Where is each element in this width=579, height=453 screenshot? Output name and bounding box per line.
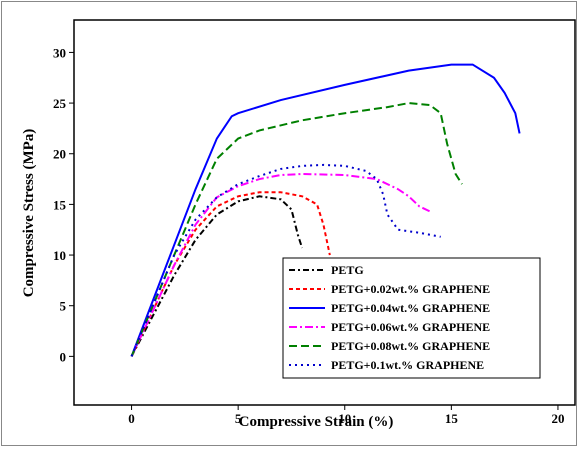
x-tick-label: 20	[551, 411, 564, 426]
y-axis-label: Compressive Stress (MPa)	[21, 129, 37, 298]
y-tick-label: 30	[53, 45, 66, 60]
legend-label: PETG+0.04wt.% GRAPHENE	[331, 301, 490, 315]
series-line	[130, 172, 431, 357]
plot-frame	[73, 19, 576, 406]
y-tick-label: 20	[53, 147, 66, 162]
legend-box	[282, 257, 541, 379]
series-line	[130, 195, 304, 357]
series-line	[130, 63, 521, 357]
y-tick-label: 5	[60, 299, 67, 314]
x-axis-label: Compressive Strain (%)	[239, 414, 394, 430]
x-tick-label: 15	[445, 411, 459, 426]
legend-label: PETG	[331, 263, 364, 277]
series-line	[130, 163, 441, 357]
series-line	[130, 102, 463, 357]
legend-label: PETG+0.1wt.% GRAPHENE	[331, 358, 484, 372]
y-tick-label: 25	[53, 96, 67, 111]
y-tick-label: 15	[53, 197, 67, 212]
y-tick-label: 0	[60, 349, 67, 364]
x-tick-label: 0	[128, 411, 135, 426]
legend-label: PETG+0.02wt.% GRAPHENE	[331, 282, 490, 296]
x-tick-label: 10	[338, 411, 351, 426]
y-tick-label: 10	[53, 248, 66, 263]
outer-frame	[1, 1, 577, 446]
legend-label: PETG+0.08wt.% GRAPHENE	[331, 339, 490, 353]
x-tick-label: 5	[235, 411, 242, 426]
legend-label: PETG+0.06wt.% GRAPHENE	[331, 320, 490, 334]
